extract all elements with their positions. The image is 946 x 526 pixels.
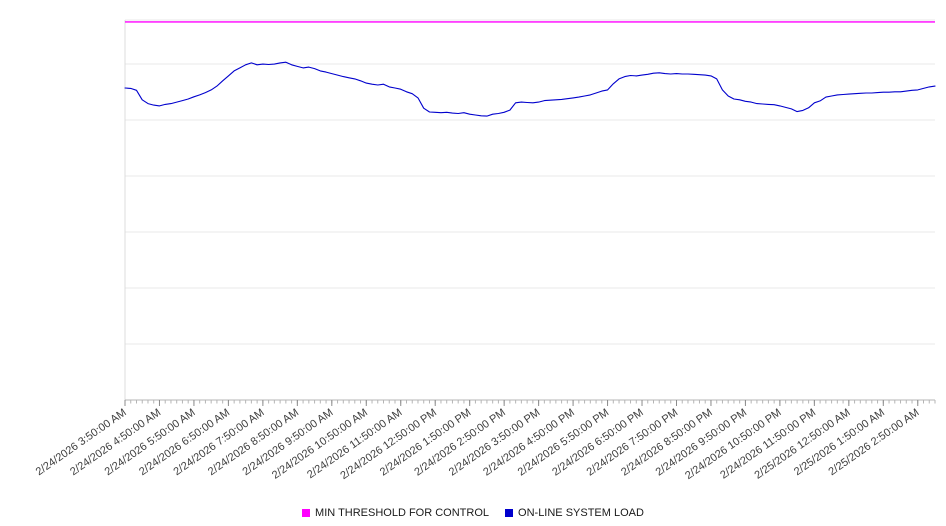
chart-legend: MIN THRESHOLD FOR CONTROL ON-LINE SYSTEM… — [0, 507, 946, 519]
threshold-swatch-icon — [302, 509, 311, 517]
system-load-line-series — [124, 61, 936, 117]
load-chart: 2/24/2026 3:50:00 AM2/24/2026 4:50:00 AM… — [34, 19, 936, 482]
load-swatch-icon — [505, 509, 514, 517]
legend-label-load: ON-LINE SYSTEM LOAD — [518, 507, 644, 519]
legend-label-threshold: MIN THRESHOLD FOR CONTROL — [315, 507, 490, 519]
legend-item-threshold: MIN THRESHOLD FOR CONTROL — [302, 507, 489, 519]
legend-item-load: ON-LINE SYSTEM LOAD — [505, 507, 644, 519]
